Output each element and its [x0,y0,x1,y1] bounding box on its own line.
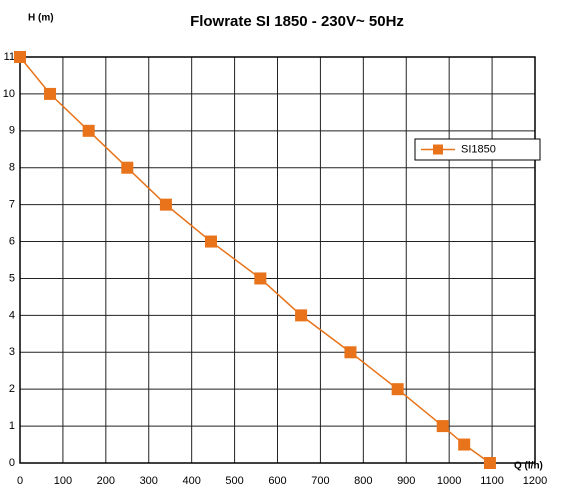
point-marker [121,161,134,174]
y-tick-label: 8 [9,162,15,174]
y-tick-label: 0 [9,457,15,469]
x-tick-label: 200 [97,475,115,487]
point-marker [254,272,267,285]
point-marker [204,235,217,248]
y-tick-label: 3 [9,346,15,358]
x-tick-label: 500 [225,475,243,487]
y-tick-label: 6 [9,235,15,247]
y-tick-label: 11 [4,51,15,63]
y-tick-label: 10 [3,88,15,100]
x-tick-label: 0 [17,475,23,487]
x-tick-label: 700 [311,475,329,487]
point-marker [82,124,95,137]
x-tick-label: 1200 [523,475,547,487]
chart-title: Flowrate SI 1850 - 230V~ 50Hz [190,13,404,30]
point-marker [436,420,449,433]
x-tick-label: 1100 [480,475,504,487]
x-axis-label: Q (l/h) [514,461,543,472]
y-tick-label: 1 [9,420,15,432]
x-tick-label: 100 [54,475,72,487]
point-marker [344,346,357,359]
y-tick-label: 2 [9,383,15,395]
point-marker [44,87,57,100]
y-tick-label: 7 [9,199,15,211]
y-tick-label: 9 [9,125,15,137]
y-tick-label: 5 [9,272,15,284]
point-marker [483,457,496,469]
point-marker [391,383,404,396]
x-tick-label: 800 [354,475,372,487]
point-marker [295,309,308,322]
y-tick-label: 4 [9,309,15,321]
y-axis-label: H (m) [28,13,54,24]
legend-marker [433,144,443,155]
x-tick-label: 900 [397,475,415,487]
plot-frame [19,56,536,464]
x-tick-label: 1000 [437,475,461,487]
point-marker [14,51,26,63]
legend-box [414,138,541,161]
x-tick-label: 300 [140,475,158,487]
legend-label: SI1850 [461,143,496,155]
x-tick-label: 400 [182,475,200,487]
point-marker [458,438,471,451]
x-tick-label: 600 [268,475,286,487]
point-marker [159,198,172,211]
